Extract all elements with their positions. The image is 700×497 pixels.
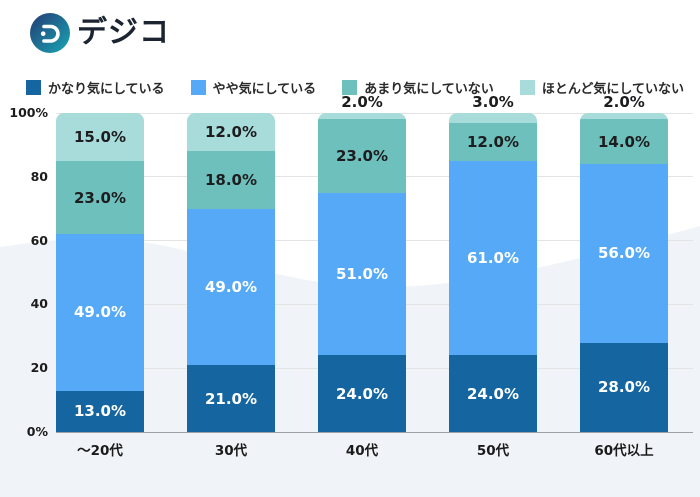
x-axis-line bbox=[56, 431, 693, 433]
bar-value-label: 23.0% bbox=[335, 147, 389, 166]
legend-item-3: ほとんど気にしていない bbox=[519, 78, 685, 97]
bar-value-label: 24.0% bbox=[466, 384, 520, 403]
bar-value-label-outside: 2.0% bbox=[341, 93, 383, 111]
legend-swatch bbox=[519, 80, 535, 95]
bar-value-label: 23.0% bbox=[73, 188, 127, 207]
bar-segment: 28.0% bbox=[580, 342, 668, 432]
bar-segment bbox=[318, 113, 406, 120]
bar-30代: 21.0% 49.0% 18.0% 12.0% bbox=[187, 113, 275, 432]
bar-value-label: 21.0% bbox=[204, 389, 258, 408]
bar-value-label: 12.0% bbox=[204, 123, 258, 142]
bar-value-label: 56.0% bbox=[597, 244, 651, 263]
bar-segment: 51.0% bbox=[318, 192, 406, 356]
gridline bbox=[56, 112, 693, 114]
chart-plot-area: 100% 80 60 40 20 0% 13.0% 49.0% 23.0% 15.0% 21.0%… bbox=[9, 93, 693, 439]
chart-legend: かなり気にしている やや気にしている あまり気にしていない ほとんど気にしていない bbox=[20, 78, 690, 97]
y-tick-label: 60 bbox=[30, 232, 48, 248]
x-axis-label: 30代 bbox=[214, 443, 248, 459]
bar-value-label: 14.0% bbox=[597, 132, 651, 151]
bar-segment: 12.0% bbox=[187, 113, 275, 152]
bar-segment: 14.0% bbox=[580, 119, 668, 165]
bar-value-label: 28.0% bbox=[597, 378, 651, 397]
digico-d-icon bbox=[30, 13, 70, 53]
bar-segment: 49.0% bbox=[187, 208, 275, 366]
legend-item-1: やや気にしている bbox=[190, 78, 317, 97]
bar-stack: 13.0% 49.0% 23.0% 15.0% bbox=[56, 113, 144, 432]
bar-segment bbox=[580, 113, 668, 120]
bar-segment: 23.0% bbox=[56, 160, 144, 235]
bar-value-label: 61.0% bbox=[466, 249, 520, 268]
bar-value-label: 49.0% bbox=[73, 303, 127, 322]
bar-value-label-outside: 2.0% bbox=[603, 93, 645, 111]
x-axis-label: 50代 bbox=[476, 443, 510, 459]
bar-value-label: 13.0% bbox=[73, 402, 127, 421]
bar-stack: 21.0% 49.0% 18.0% 12.0% bbox=[187, 113, 275, 432]
digico-logo: デジコ bbox=[30, 13, 170, 53]
legend-swatch bbox=[190, 80, 206, 95]
bar-～20代: 13.0% 49.0% 23.0% 15.0% bbox=[56, 113, 144, 432]
legend-label: ほとんど気にしていない bbox=[541, 82, 685, 97]
legend-swatch bbox=[25, 80, 41, 95]
bar-segment bbox=[449, 113, 537, 123]
brand-name: デジコ bbox=[77, 15, 170, 50]
x-axis-labels: ～20代 30代 40代 50代 60代以上 bbox=[56, 439, 668, 459]
legend-swatch bbox=[342, 80, 358, 95]
bar-segment: 24.0% bbox=[318, 355, 406, 432]
bar-value-label: 51.0% bbox=[335, 265, 389, 284]
x-axis-label: 40代 bbox=[345, 443, 379, 459]
bar-segment: 56.0% bbox=[580, 164, 668, 343]
bar-value-label: 12.0% bbox=[466, 132, 520, 151]
bar-stack: 24.0% 61.0% 12.0% bbox=[449, 113, 537, 432]
bar-value-label: 49.0% bbox=[204, 277, 258, 296]
legend-label: あまり気にしていない bbox=[364, 82, 494, 97]
bar-50代: 24.0% 61.0% 12.0% 3.0% bbox=[449, 93, 537, 432]
y-tick-label: 100% bbox=[9, 105, 48, 120]
bar-stack: 24.0% 51.0% 23.0% bbox=[318, 113, 406, 432]
bar-segment: 49.0% bbox=[56, 234, 144, 391]
y-tick-label: 80 bbox=[30, 168, 48, 184]
bar-40代: 24.0% 51.0% 23.0% 2.0% bbox=[318, 93, 406, 432]
bars-container: 13.0% 49.0% 23.0% 15.0% 21.0% 49.0% 18.0% 12.0%… bbox=[56, 93, 668, 432]
bar-segment: 12.0% bbox=[449, 122, 537, 161]
bar-60代以上: 28.0% 56.0% 14.0% 2.0% bbox=[580, 93, 668, 432]
bar-segment: 61.0% bbox=[449, 160, 537, 356]
bar-segment: 21.0% bbox=[187, 365, 275, 432]
bar-value-label: 15.0% bbox=[73, 127, 127, 146]
bar-segment: 23.0% bbox=[318, 119, 406, 193]
bar-stack: 28.0% 56.0% 14.0% bbox=[580, 113, 668, 432]
x-axis-label: ～20代 bbox=[77, 443, 123, 459]
x-axis-label: 60代以上 bbox=[594, 443, 654, 459]
bar-segment: 24.0% bbox=[449, 355, 537, 432]
y-tick-label: 40 bbox=[30, 296, 48, 312]
y-tick-label: 20 bbox=[30, 360, 48, 376]
legend-label: やや気にしている bbox=[212, 82, 317, 97]
legend-label: かなり気にしている bbox=[47, 82, 165, 97]
y-tick-label: 0% bbox=[26, 424, 48, 439]
bar-value-label: 24.0% bbox=[335, 384, 389, 403]
bar-value-label-outside: 3.0% bbox=[472, 93, 514, 111]
legend-item-2: あまり気にしていない bbox=[342, 78, 494, 97]
bar-segment: 18.0% bbox=[187, 151, 275, 209]
bar-segment: 13.0% bbox=[56, 390, 144, 432]
bar-segment: 15.0% bbox=[56, 113, 144, 161]
legend-item-0: かなり気にしている bbox=[25, 78, 165, 97]
bar-value-label: 18.0% bbox=[204, 171, 258, 189]
